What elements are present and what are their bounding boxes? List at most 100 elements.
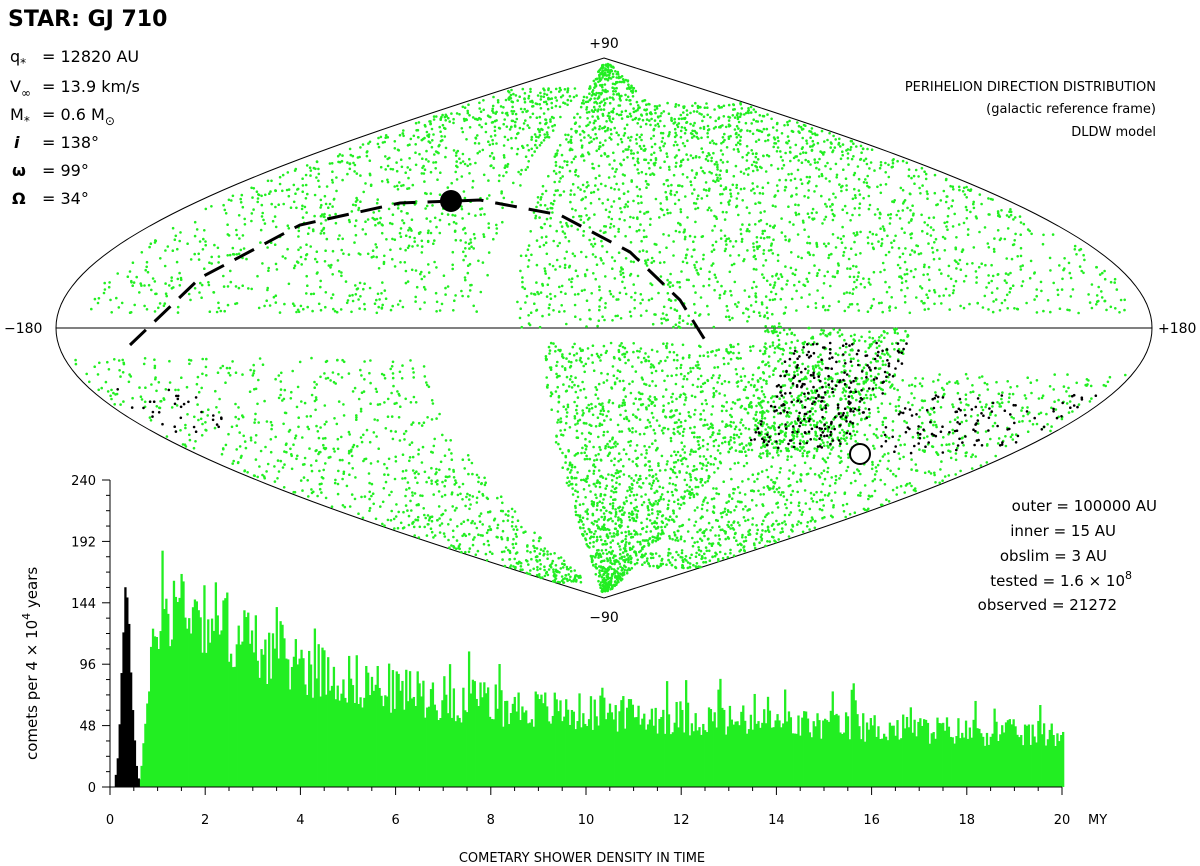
scatter-point-green bbox=[439, 130, 442, 133]
scatter-point-green bbox=[703, 423, 706, 427]
scatter-point-green bbox=[175, 260, 179, 264]
scatter-point-green bbox=[1006, 227, 1010, 230]
histogram-bar-green bbox=[696, 730, 699, 787]
scatter-point-green bbox=[333, 309, 337, 313]
scatter-point-green bbox=[629, 260, 633, 263]
scatter-point-green bbox=[723, 290, 727, 293]
scatter-point-green bbox=[634, 415, 637, 418]
scatter-point-green bbox=[790, 172, 793, 176]
scatter-point-green bbox=[622, 158, 626, 162]
scatter-point-green bbox=[259, 241, 262, 244]
scatter-point-green bbox=[880, 242, 884, 245]
scatter-point-green bbox=[592, 190, 596, 194]
scatter-point-green bbox=[599, 509, 603, 512]
scatter-point-green bbox=[467, 295, 470, 298]
scatter-point-green bbox=[691, 156, 695, 160]
scatter-point-green bbox=[287, 194, 291, 198]
scatter-point-green bbox=[601, 315, 604, 319]
histogram-bar-green bbox=[721, 707, 724, 787]
scatter-point-green bbox=[711, 229, 714, 232]
histogram-bar-green bbox=[761, 722, 764, 787]
scatter-point-green bbox=[367, 142, 370, 145]
scatter-point-green bbox=[627, 560, 630, 564]
scatter-point-green bbox=[729, 438, 732, 442]
scatter-point-green bbox=[735, 305, 739, 308]
scatter-point-green bbox=[364, 220, 367, 223]
scatter-point-green bbox=[170, 276, 173, 279]
scatter-point-green bbox=[598, 500, 602, 504]
histogram-bar-green bbox=[831, 691, 834, 787]
scatter-point-green bbox=[638, 485, 641, 488]
scatter-point-green bbox=[885, 290, 889, 294]
scatter-point-green bbox=[401, 219, 404, 222]
scatter-point-green bbox=[591, 344, 595, 348]
scatter-point-green bbox=[591, 245, 595, 248]
scatter-point-green bbox=[865, 162, 869, 166]
histogram-bar-green bbox=[789, 717, 793, 787]
histogram-bar-green bbox=[635, 717, 638, 787]
scatter-point-green bbox=[815, 184, 818, 188]
scatter-point-green bbox=[610, 138, 613, 141]
scatter-point-green bbox=[794, 143, 798, 147]
scatter-point-green bbox=[159, 257, 162, 260]
scatter-point-green bbox=[612, 66, 615, 69]
scatter-point-green bbox=[674, 165, 678, 168]
scatter-point-green bbox=[633, 562, 637, 566]
scatter-point-green bbox=[331, 293, 335, 296]
scatter-point-green bbox=[729, 239, 732, 243]
scatter-point-green bbox=[555, 364, 558, 368]
scatter-point-green bbox=[599, 458, 603, 462]
scatter-point-green bbox=[747, 315, 751, 319]
scatter-point-green bbox=[686, 139, 689, 142]
scatter-point-green bbox=[697, 440, 700, 443]
scatter-point-green bbox=[732, 245, 735, 248]
scatter-point-green bbox=[510, 146, 513, 150]
scatter-point-green bbox=[712, 391, 716, 395]
histogram-bar-green bbox=[488, 716, 492, 787]
scatter-point-green bbox=[725, 237, 729, 241]
scatter-point-green bbox=[799, 152, 802, 156]
scatter-point-green bbox=[547, 174, 550, 178]
scatter-point-green bbox=[639, 347, 643, 350]
scatter-point-green bbox=[712, 374, 715, 377]
scatter-point-green bbox=[606, 454, 610, 458]
scatter-point-green bbox=[340, 274, 343, 278]
histogram-bar-green bbox=[188, 618, 191, 787]
scatter-point-green bbox=[145, 260, 149, 264]
scatter-point-green bbox=[518, 95, 521, 98]
scatter-point-green bbox=[93, 297, 97, 301]
scatter-point-green bbox=[623, 568, 626, 572]
scatter-point-green bbox=[648, 482, 651, 486]
scatter-point-green bbox=[635, 513, 639, 516]
scatter-point-green bbox=[747, 107, 750, 110]
scatter-point-green bbox=[607, 566, 610, 570]
scatter-point-green bbox=[703, 171, 706, 175]
scatter-point-green bbox=[384, 136, 388, 139]
scatter-point-green bbox=[607, 550, 611, 554]
scatter-point-green bbox=[740, 240, 744, 243]
scatter-point-green bbox=[969, 188, 973, 191]
scatter-point-green bbox=[665, 246, 668, 249]
scatter-point-green bbox=[680, 159, 683, 163]
scatter-point-green bbox=[769, 248, 773, 252]
scatter-point-green bbox=[621, 271, 625, 275]
histogram-bar-green bbox=[433, 704, 436, 787]
scatter-point-green bbox=[252, 208, 255, 211]
scatter-point-green bbox=[590, 557, 594, 561]
scatter-point-green bbox=[301, 204, 304, 208]
scatter-point-green bbox=[580, 198, 583, 202]
scatter-point-green bbox=[713, 471, 716, 474]
scatter-point-green bbox=[538, 325, 542, 329]
scatter-point-green bbox=[746, 320, 749, 323]
scatter-point-green bbox=[408, 168, 412, 171]
scatter-point-green bbox=[603, 318, 606, 322]
scatter-point-green bbox=[464, 232, 467, 235]
scatter-point-green bbox=[659, 202, 662, 205]
scatter-point-green bbox=[608, 289, 612, 293]
histogram-bar-green bbox=[1039, 705, 1042, 787]
scatter-point-green bbox=[786, 135, 790, 138]
scatter-point-green bbox=[628, 548, 632, 551]
scatter-point-green bbox=[657, 125, 661, 128]
scatter-point-green bbox=[223, 208, 227, 212]
scatter-point-green bbox=[949, 184, 952, 188]
